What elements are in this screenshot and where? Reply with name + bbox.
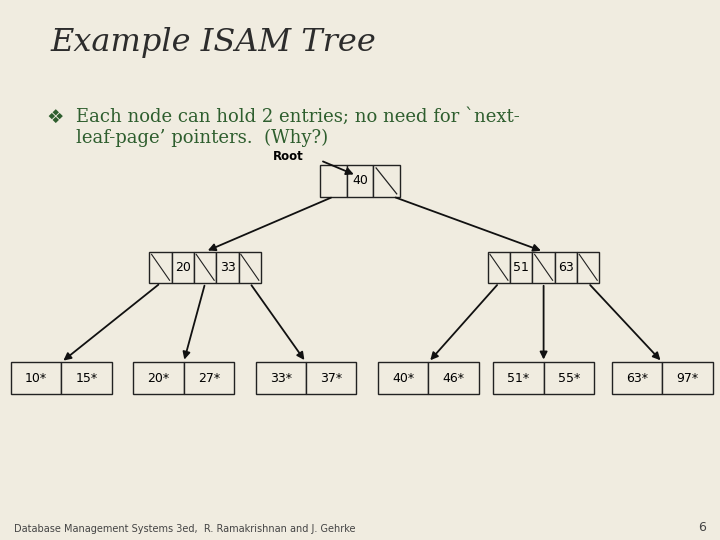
- Text: ❖: ❖: [47, 108, 64, 127]
- Text: 97*: 97*: [677, 372, 698, 384]
- Bar: [171, 252, 194, 283]
- Text: 10*: 10*: [25, 372, 47, 384]
- Text: 51: 51: [513, 261, 529, 274]
- Bar: [533, 252, 555, 283]
- Bar: [216, 252, 239, 283]
- Text: 51*: 51*: [508, 372, 529, 384]
- Text: 63: 63: [558, 261, 574, 274]
- Bar: [488, 252, 510, 283]
- Text: Example ISAM Tree: Example ISAM Tree: [50, 27, 377, 58]
- Bar: [184, 362, 234, 394]
- Bar: [61, 362, 112, 394]
- Bar: [612, 362, 662, 394]
- Bar: [194, 252, 216, 283]
- Text: 33*: 33*: [270, 372, 292, 384]
- Text: 40*: 40*: [392, 372, 414, 384]
- Text: Root: Root: [273, 150, 303, 163]
- Bar: [347, 165, 373, 197]
- Bar: [256, 362, 306, 394]
- Bar: [133, 362, 184, 394]
- Bar: [306, 362, 356, 394]
- Text: 63*: 63*: [626, 372, 648, 384]
- Bar: [577, 252, 600, 283]
- Text: Each node can hold 2 entries; no need for `next-
leaf-page’ pointers.  (Why?): Each node can hold 2 entries; no need fo…: [76, 108, 519, 147]
- Bar: [320, 165, 347, 197]
- Bar: [378, 362, 428, 394]
- Text: 6: 6: [698, 521, 706, 534]
- Text: 46*: 46*: [443, 372, 464, 384]
- Bar: [150, 252, 171, 283]
- Bar: [554, 252, 577, 283]
- Text: 33: 33: [220, 261, 235, 274]
- Bar: [544, 362, 594, 394]
- Text: 40: 40: [352, 174, 368, 187]
- Text: 37*: 37*: [320, 372, 342, 384]
- Bar: [428, 362, 479, 394]
- Text: 27*: 27*: [198, 372, 220, 384]
- Bar: [238, 252, 261, 283]
- Text: 55*: 55*: [558, 372, 580, 384]
- Text: 15*: 15*: [76, 372, 97, 384]
- Text: 20*: 20*: [148, 372, 169, 384]
- Bar: [510, 252, 533, 283]
- Bar: [11, 362, 61, 394]
- Text: 20: 20: [175, 261, 191, 274]
- Bar: [373, 165, 400, 197]
- Bar: [493, 362, 544, 394]
- Text: Database Management Systems 3ed,  R. Ramakrishnan and J. Gehrke: Database Management Systems 3ed, R. Rama…: [14, 523, 356, 534]
- Bar: [662, 362, 713, 394]
